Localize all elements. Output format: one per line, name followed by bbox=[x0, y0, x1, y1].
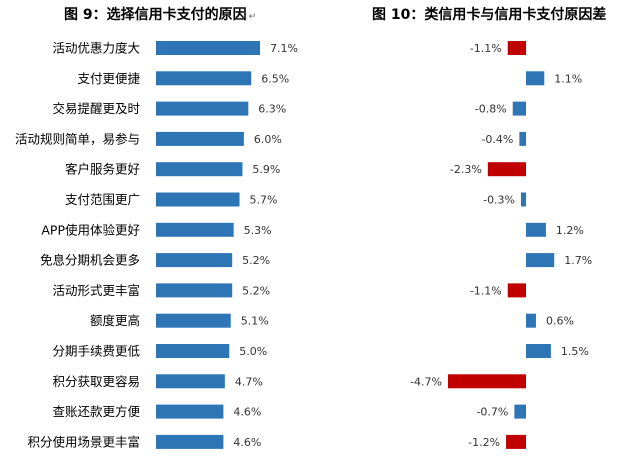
left-bar bbox=[156, 283, 233, 298]
left-bar bbox=[156, 71, 252, 86]
left-value-label: 5.2% bbox=[242, 284, 270, 297]
right-chart-title: 图 10：类信用卡与信用卡支付原因差 bbox=[372, 7, 607, 23]
left-category-label: 免息分期机会更多 bbox=[40, 253, 140, 268]
left-value-label: 5.3% bbox=[244, 224, 272, 237]
right-value-label: 1.2% bbox=[556, 224, 584, 237]
right-bar bbox=[507, 283, 526, 298]
left-category-label: 活动规则简单，易参与 bbox=[15, 131, 140, 146]
left-category-label: 活动形式更丰富 bbox=[52, 283, 140, 298]
right-value-label: -0.7% bbox=[476, 406, 508, 419]
right-value-label: 1.5% bbox=[561, 345, 589, 358]
left-chart-title: 图 9：选择信用卡支付的原因 ↵ bbox=[64, 4, 256, 24]
left-category-label: 交易提醒更及时 bbox=[52, 101, 140, 116]
right-value-label: -0.3% bbox=[483, 194, 515, 207]
left-bar bbox=[156, 434, 224, 449]
left-category-label: 支付范围更广 bbox=[65, 192, 140, 207]
right-value-label: 1.7% bbox=[564, 254, 592, 267]
left-value-label: 4.7% bbox=[235, 375, 263, 388]
left-bar bbox=[156, 131, 244, 146]
left-bar bbox=[156, 313, 231, 328]
right-value-label: -1.1% bbox=[470, 284, 502, 297]
right-bar bbox=[487, 162, 526, 177]
right-value-label: -0.8% bbox=[475, 103, 507, 116]
right-bar bbox=[521, 192, 526, 207]
left-bar bbox=[156, 404, 224, 419]
left-value-label: 4.6% bbox=[233, 436, 261, 449]
right-bar bbox=[526, 313, 536, 328]
left-bar bbox=[156, 344, 230, 358]
left-category-label: 活动优惠力度大 bbox=[52, 41, 140, 56]
right-value-label: -0.4% bbox=[481, 133, 513, 146]
left-bar bbox=[156, 162, 243, 177]
left-value-label: 4.6% bbox=[233, 406, 261, 419]
return-mark: ↵ bbox=[248, 12, 257, 22]
left-bar bbox=[156, 192, 240, 207]
left-bar bbox=[156, 253, 233, 268]
right-value-label: -1.1% bbox=[470, 42, 502, 55]
left-value-label: 6.5% bbox=[261, 72, 289, 85]
left-value-label: 5.0% bbox=[239, 345, 267, 358]
left-value-label: 6.0% bbox=[254, 133, 282, 146]
left-category-label: APP使用体验更好 bbox=[41, 222, 140, 237]
right-bar bbox=[514, 404, 526, 419]
left-title-text: 图 9：选择信用卡支付的原因 bbox=[64, 7, 247, 23]
left-bar bbox=[156, 101, 249, 116]
left-category-label: 分期手续费更低 bbox=[52, 344, 140, 359]
right-bar bbox=[447, 374, 526, 389]
right-bar bbox=[512, 101, 526, 116]
left-bar bbox=[156, 222, 234, 237]
left-value-label: 5.7% bbox=[250, 194, 278, 207]
left-category-label: 支付更便捷 bbox=[77, 71, 140, 86]
right-value-label: 1.1% bbox=[554, 72, 582, 85]
right-value-label: 0.6% bbox=[546, 315, 574, 328]
left-category-label: 积分使用场景更丰富 bbox=[27, 434, 140, 449]
left-value-label: 5.9% bbox=[252, 163, 280, 176]
left-value-label: 5.1% bbox=[241, 315, 269, 328]
left-value-label: 5.2% bbox=[242, 254, 270, 267]
right-value-label: -1.2% bbox=[468, 436, 500, 449]
left-value-label: 6.3% bbox=[258, 103, 286, 116]
left-value-label: 7.1% bbox=[270, 42, 298, 55]
left-category-label: 积分获取更容易 bbox=[52, 374, 140, 389]
right-bar bbox=[506, 434, 526, 449]
left-category-label: 额度更高 bbox=[90, 313, 140, 328]
right-bar bbox=[526, 344, 551, 358]
left-category-label: 客户服务更好 bbox=[65, 162, 140, 177]
right-value-label: -2.3% bbox=[450, 163, 482, 176]
right-bar bbox=[526, 71, 545, 86]
left-category-label: 查账还款更方便 bbox=[52, 404, 140, 419]
right-bar bbox=[526, 253, 555, 268]
right-value-label: -4.7% bbox=[410, 375, 442, 388]
right-bar bbox=[526, 222, 546, 237]
right-bar bbox=[519, 131, 526, 146]
left-bar bbox=[156, 41, 261, 55]
left-bar bbox=[156, 374, 225, 389]
right-bar bbox=[507, 41, 526, 55]
